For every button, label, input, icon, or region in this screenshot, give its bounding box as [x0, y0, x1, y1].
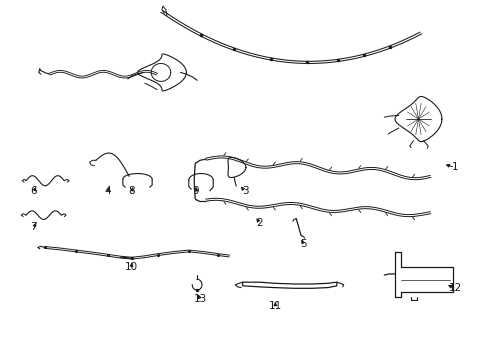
- Text: 9: 9: [193, 186, 199, 197]
- Text: 12: 12: [448, 283, 462, 293]
- Text: 5: 5: [300, 239, 307, 249]
- Text: 6: 6: [30, 186, 37, 197]
- Text: 13: 13: [194, 294, 207, 304]
- Text: 4: 4: [105, 186, 112, 197]
- Text: 2: 2: [256, 218, 263, 228]
- Text: 7: 7: [30, 222, 37, 232]
- Text: 11: 11: [269, 301, 282, 311]
- Text: 8: 8: [128, 186, 135, 197]
- Text: 10: 10: [125, 262, 138, 272]
- Text: 1: 1: [452, 162, 459, 172]
- Text: 3: 3: [242, 186, 248, 197]
